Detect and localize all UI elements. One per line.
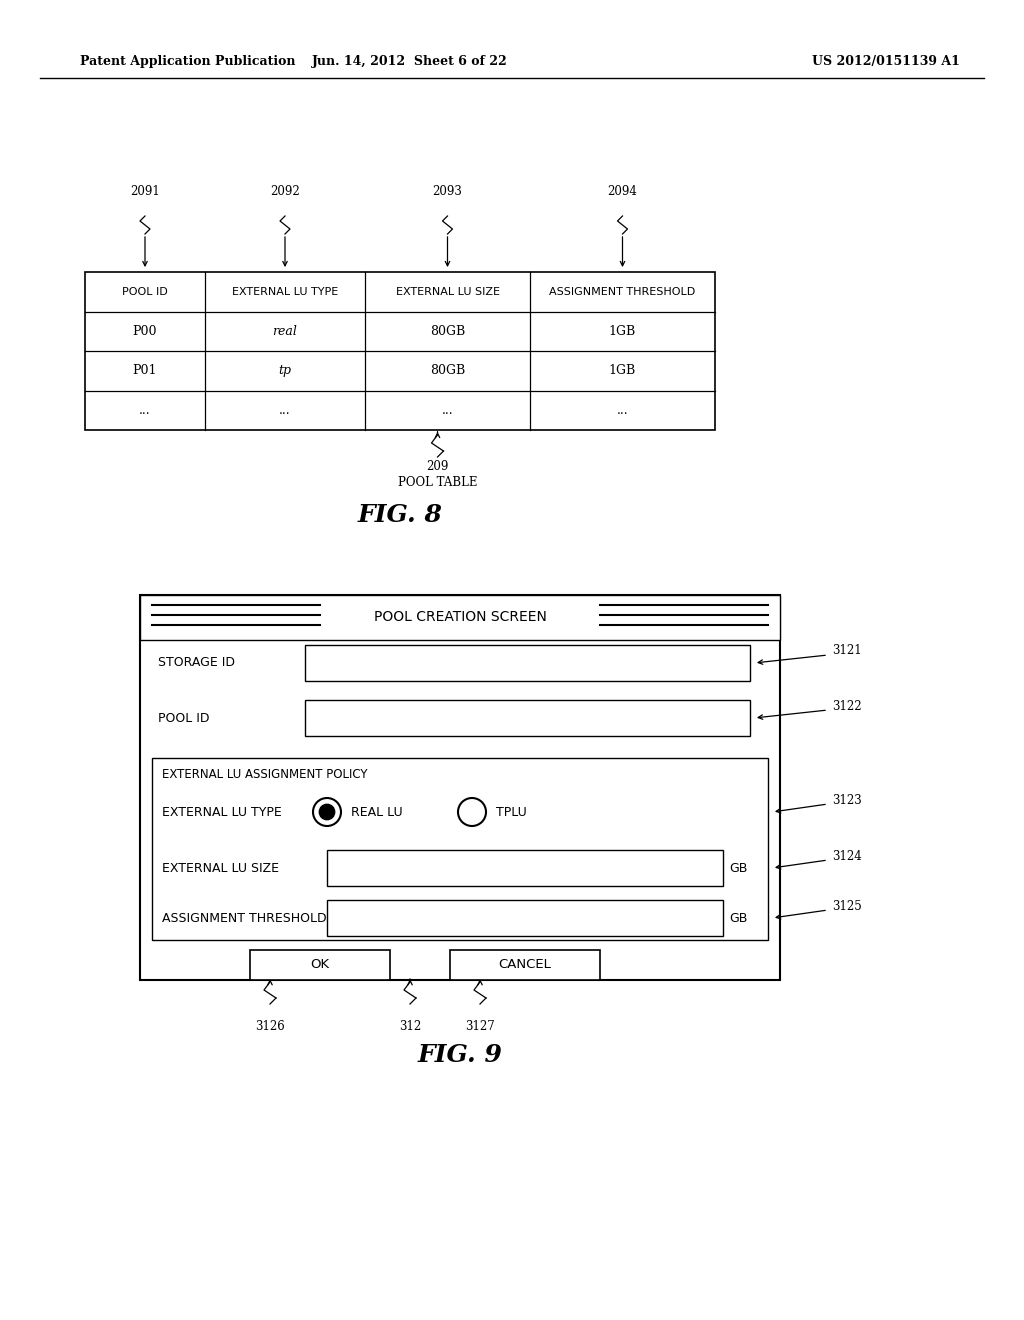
Text: 80GB: 80GB [430, 364, 465, 378]
Bar [450, 950, 600, 979]
Text: 3125: 3125 [831, 899, 862, 912]
Bar [152, 758, 768, 940]
Text: FIG. 9: FIG. 9 [418, 1043, 503, 1067]
Text: TPLU: TPLU [496, 805, 526, 818]
Text: ...: ... [616, 404, 629, 417]
Text: Jun. 14, 2012  Sheet 6 of 22: Jun. 14, 2012 Sheet 6 of 22 [312, 55, 508, 69]
Text: FIG. 8: FIG. 8 [357, 503, 442, 527]
Bar [85, 272, 715, 430]
Text: EXTERNAL LU SIZE: EXTERNAL LU SIZE [395, 286, 500, 297]
Text: POOL CREATION SCREEN: POOL CREATION SCREEN [374, 610, 547, 624]
Text: Patent Application Publication: Patent Application Publication [80, 55, 296, 69]
Text: ...: ... [441, 404, 454, 417]
Text: GB: GB [729, 862, 748, 874]
Text: STORAGE ID: STORAGE ID [158, 656, 234, 669]
Text: ASSIGNMENT THRESHOLD: ASSIGNMENT THRESHOLD [549, 286, 695, 297]
Text: real: real [272, 325, 297, 338]
Text: ASSIGNMENT THRESHOLD: ASSIGNMENT THRESHOLD [162, 912, 327, 924]
Text: 2094: 2094 [607, 185, 637, 198]
Text: 1GB: 1GB [609, 364, 636, 378]
Text: OK: OK [310, 958, 330, 972]
Text: 3126: 3126 [255, 1020, 285, 1034]
Text: EXTERNAL LU TYPE: EXTERNAL LU TYPE [162, 805, 282, 818]
Text: POOL TABLE: POOL TABLE [397, 477, 477, 488]
Bar [140, 595, 780, 640]
Text: 2092: 2092 [270, 185, 300, 198]
Text: 3121: 3121 [831, 644, 861, 657]
Text: P01: P01 [133, 364, 158, 378]
Text: ...: ... [280, 404, 291, 417]
Text: 3122: 3122 [831, 700, 861, 713]
Text: 2093: 2093 [432, 185, 463, 198]
Text: POOL ID: POOL ID [158, 711, 210, 725]
Text: 80GB: 80GB [430, 325, 465, 338]
Circle shape [319, 804, 335, 820]
Bar [327, 900, 723, 936]
Text: 2091: 2091 [130, 185, 160, 198]
Bar [305, 700, 750, 737]
Text: ...: ... [139, 404, 151, 417]
Text: EXTERNAL LU ASSIGNMENT POLICY: EXTERNAL LU ASSIGNMENT POLICY [162, 767, 368, 780]
Text: POOL ID: POOL ID [122, 286, 168, 297]
Text: 3127: 3127 [465, 1020, 495, 1034]
Text: EXTERNAL LU TYPE: EXTERNAL LU TYPE [231, 286, 338, 297]
Bar [140, 595, 780, 979]
Bar [250, 950, 390, 979]
Text: 209: 209 [426, 459, 449, 473]
Text: 3123: 3123 [831, 793, 862, 807]
Text: 3124: 3124 [831, 850, 862, 862]
Text: REAL LU: REAL LU [351, 805, 402, 818]
Text: US 2012/0151139 A1: US 2012/0151139 A1 [812, 55, 961, 69]
Text: tp: tp [279, 364, 292, 378]
Bar [305, 645, 750, 681]
Text: CANCEL: CANCEL [499, 958, 552, 972]
Text: 1GB: 1GB [609, 325, 636, 338]
Text: P00: P00 [133, 325, 158, 338]
Text: 312: 312 [399, 1020, 421, 1034]
Text: GB: GB [729, 912, 748, 924]
Text: EXTERNAL LU SIZE: EXTERNAL LU SIZE [162, 862, 279, 874]
Bar [327, 850, 723, 886]
